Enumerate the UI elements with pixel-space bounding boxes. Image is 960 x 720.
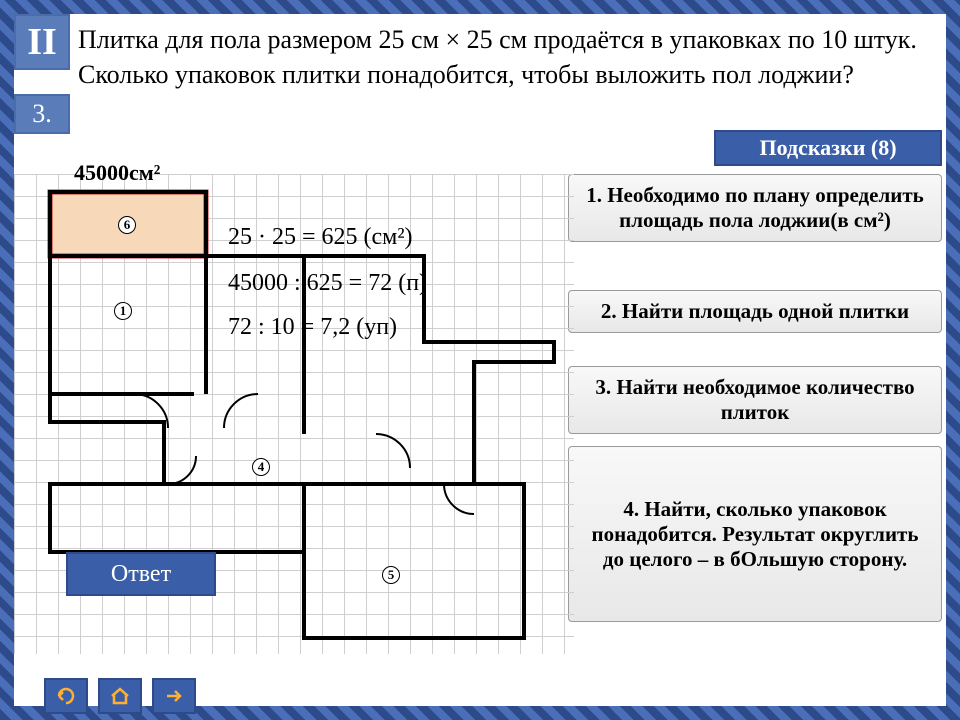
answer-button[interactable]: Ответ: [66, 552, 216, 596]
hint-2: 2. Найти площадь одной плитки: [568, 290, 942, 333]
hint-1: 1. Необходимо по плану определить площад…: [568, 174, 942, 242]
hint-4: 4. Найти, сколько упаковок понадобится. …: [568, 446, 942, 622]
hint-3: 3. Найти необходимое количество плиток: [568, 366, 942, 434]
task-number-badge: 3.: [14, 94, 70, 134]
problem-statement: Плитка для пола размером 25 см × 25 см п…: [78, 22, 938, 92]
calc-tile-area: 25 · 25 = 625 (см²): [228, 224, 413, 251]
room-label-6: 6: [118, 216, 136, 234]
hints-header[interactable]: Подсказки (8): [714, 130, 942, 166]
arrow-right-icon: [164, 687, 184, 705]
floor-plan: 45000см²: [14, 174, 574, 654]
room-label-5: 5: [382, 566, 400, 584]
room-label-1: 1: [114, 302, 132, 320]
nav-home-button[interactable]: [98, 678, 142, 714]
home-icon: [109, 686, 131, 706]
undo-icon: [55, 687, 77, 705]
room-label-4: 4: [252, 458, 270, 476]
section-roman-badge: II: [14, 14, 70, 70]
calc-tile-count: 45000 : 625 = 72 (п): [228, 270, 427, 297]
nav-back-button[interactable]: [44, 678, 88, 714]
nav-next-button[interactable]: [152, 678, 196, 714]
calc-packs: 72 : 10 = 7,2 (уп): [228, 314, 397, 341]
nav-bar: [44, 678, 196, 714]
